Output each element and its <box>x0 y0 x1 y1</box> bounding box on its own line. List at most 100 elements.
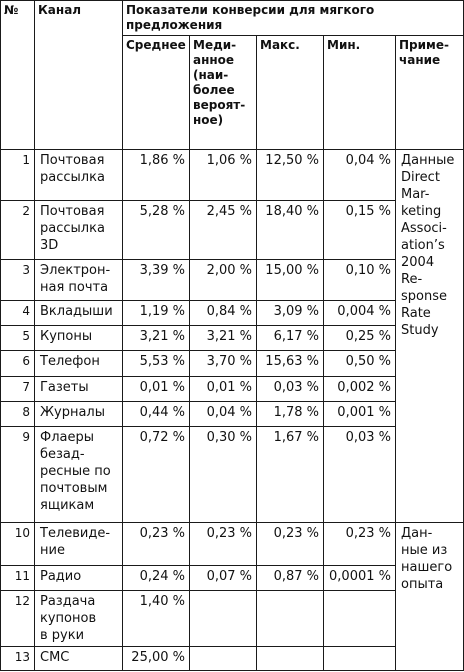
channel-name: Газеты <box>34 376 123 402</box>
table-row: 9 Флаеры безад- ресные по почтовым ящикам… <box>0 425 464 523</box>
min-value: 0,0001 % <box>323 564 396 591</box>
table-row: 8 Журналы 0,44 % 0,04 % 1,78 % 0,001 % <box>0 400 464 427</box>
table-row: 11 Радио 0,24 % 0,07 % 0,87 % 0,0001 % <box>0 564 464 591</box>
channel-name: Купоны <box>34 325 123 352</box>
header-max: Макс. <box>256 35 324 151</box>
median-value <box>189 645 257 672</box>
row-number: 8 <box>0 400 35 427</box>
table-row: 3 Электрон- ная почта 3,39 % 2,00 % 15,00 % 0… <box>0 259 464 302</box>
average-value: 0,23 % <box>122 521 190 566</box>
channel-name: Почтовая рассылка <box>34 149 123 202</box>
table-row: 13 СМС 25,00 % <box>0 645 464 672</box>
max-value: 0,03 % <box>256 376 324 402</box>
channel-name: Телевиде- ние <box>34 521 123 566</box>
table-row: 4 Вкладыши 1,19 % 0,84 % 3,09 % 0,004 % <box>0 300 464 327</box>
average-value: 3,39 % <box>122 259 190 302</box>
max-value <box>256 589 324 647</box>
median-value: 0,04 % <box>189 400 257 427</box>
min-value: 0,25 % <box>323 325 396 352</box>
median-value: 0,07 % <box>189 564 257 591</box>
max-value: 1,78 % <box>256 400 324 427</box>
header-min: Мин. <box>323 35 396 151</box>
row-number: 6 <box>0 350 35 378</box>
min-value: 0,23 % <box>323 521 396 566</box>
table-row: 1 Почтовая рассылка 1,86 % 1,06 % 12,50 % 0,0… <box>0 149 464 523</box>
median-value: 0,01 % <box>189 376 257 402</box>
row-number: 9 <box>0 425 35 523</box>
row-number: 4 <box>0 300 35 327</box>
table-row: 5 Купоны 3,21 % 3,21 % 6,17 % 0,25 % <box>0 325 464 352</box>
median-value <box>189 589 257 647</box>
row-number: 12 <box>0 589 35 647</box>
median-value: 3,70 % <box>189 350 257 378</box>
max-value: 15,63 % <box>256 350 324 378</box>
min-value: 0,03 % <box>323 425 396 523</box>
average-value: 0,01 % <box>122 376 190 402</box>
note-own-data: Дан- ные из нашего опыта <box>394 521 464 672</box>
max-value: 18,40 % <box>256 200 324 261</box>
min-value <box>323 645 396 672</box>
max-value <box>256 645 324 672</box>
min-value: 0,15 % <box>323 200 396 261</box>
row-number: 1 <box>0 149 35 202</box>
table-row: 7 Газеты 0,01 % 0,01 % 0,03 % 0,002 % <box>0 376 464 402</box>
channel-name: Раздача купонов в руки <box>34 589 123 647</box>
average-value: 0,72 % <box>122 425 190 523</box>
note-dma-source: Данные Direct Mar- keting Associ- ation’… <box>394 149 464 523</box>
median-value: 0,23 % <box>189 521 257 566</box>
table-row: 2 Почтовая рассылка 3D 5,28 % 2,45 % 18,40 %… <box>0 200 464 261</box>
row-number: 3 <box>0 259 35 302</box>
row-number: 2 <box>0 200 35 261</box>
median-value: 1,06 % <box>189 149 257 202</box>
max-value: 3,09 % <box>256 300 324 327</box>
table-row: 6 Телефон 5,53 % 3,70 % 15,63 % 0,50 % <box>0 350 464 378</box>
channel-name: Телефон <box>34 350 123 378</box>
channel-name: Вкладыши <box>34 300 123 327</box>
row-number: 5 <box>0 325 35 352</box>
row-number: 11 <box>0 564 35 591</box>
header-average: Среднее <box>122 35 190 151</box>
channel-name: Флаеры безад- ресные по почтовым ящикам <box>34 425 123 523</box>
median-value: 2,45 % <box>189 200 257 261</box>
channel-name: Электрон- ная почта <box>34 259 123 302</box>
header-note: Приме- чание <box>394 35 464 151</box>
median-value: 0,30 % <box>189 425 257 523</box>
channel-name: Радио <box>34 564 123 591</box>
average-value: 1,19 % <box>122 300 190 327</box>
min-value: 0,004 % <box>323 300 396 327</box>
max-value: 6,17 % <box>256 325 324 352</box>
min-value: 0,50 % <box>323 350 396 378</box>
median-value: 0,84 % <box>189 300 257 327</box>
average-value: 5,28 % <box>122 200 190 261</box>
max-value: 0,87 % <box>256 564 324 591</box>
header-median: Меди- анное (наи- более вероят- ное) <box>189 35 257 151</box>
header-channel: Канал <box>34 0 123 151</box>
average-value: 5,53 % <box>122 350 190 378</box>
table-row: 10 Телевиде- ние 0,23 % 0,23 % 0,23 % 0,23 % Д… <box>0 521 464 672</box>
row-number: 10 <box>0 521 35 566</box>
max-value: 1,67 % <box>256 425 324 523</box>
min-value: 0,002 % <box>323 376 396 402</box>
median-value: 2,00 % <box>189 259 257 302</box>
average-value: 3,21 % <box>122 325 190 352</box>
max-value: 0,23 % <box>256 521 324 566</box>
average-value: 0,24 % <box>122 564 190 591</box>
min-value: 0,10 % <box>323 259 396 302</box>
channel-name: Журналы <box>34 400 123 427</box>
header-group: Показатели конверсии для мягкого предлож… <box>121 0 464 37</box>
max-value: 15,00 % <box>256 259 324 302</box>
channel-name: СМС <box>34 645 123 672</box>
average-value: 1,86 % <box>122 149 190 202</box>
min-value: 0,04 % <box>323 149 396 202</box>
average-value: 25,00 % <box>122 645 190 672</box>
channel-name: Почтовая рассылка 3D <box>34 200 123 261</box>
average-value: 1,40 % <box>122 589 190 647</box>
table-row: 12 Раздача купонов в руки 1,40 % <box>0 589 464 647</box>
max-value: 12,50 % <box>256 149 324 202</box>
row-number: 7 <box>0 376 35 402</box>
header-number: № <box>0 0 35 151</box>
median-value: 3,21 % <box>189 325 257 352</box>
min-value <box>323 589 396 647</box>
min-value: 0,001 % <box>323 400 396 427</box>
